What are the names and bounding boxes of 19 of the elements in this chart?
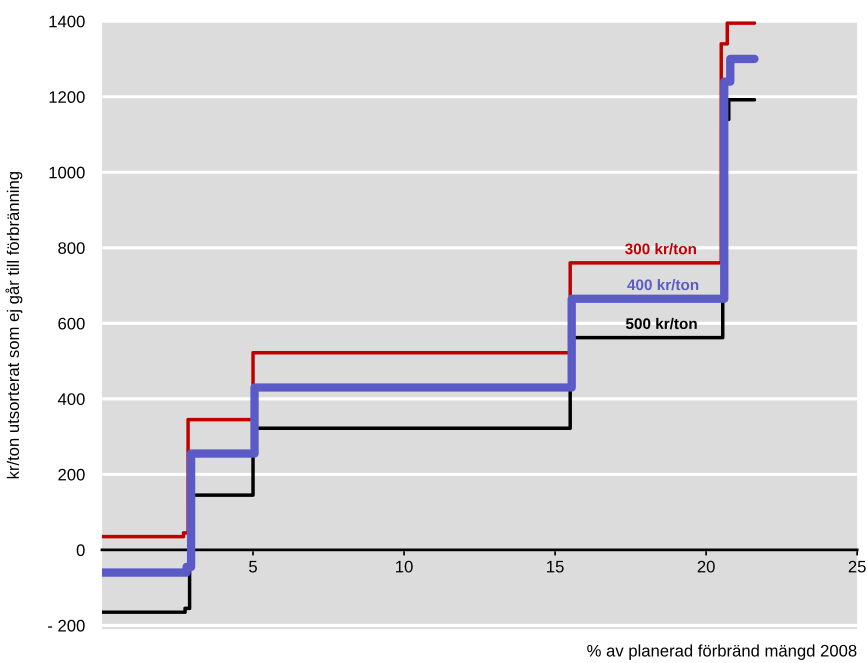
y-axis-title: kr/ton utsorterat som ej går till förbränning <box>5 172 22 478</box>
series-label: 500 kr/ton <box>626 318 697 330</box>
y-tick-label: 0 <box>76 544 85 556</box>
y-tick-label: 800 <box>58 242 85 254</box>
y-tick-label: 1000 <box>50 166 85 178</box>
y-tick-label: 600 <box>58 318 85 330</box>
series-label: 400 kr/ton <box>627 278 698 290</box>
series-label: 300 kr/ton <box>625 243 696 254</box>
x-tick-label: 10 <box>396 560 413 573</box>
y-tick-label: 200 <box>58 468 85 481</box>
x-tick-label: 20 <box>698 560 715 573</box>
x-tick-label: 15 <box>547 560 564 573</box>
y-tick-label: 1200 <box>50 91 85 103</box>
y-tick-label: 1400 <box>50 16 85 28</box>
x-tick-label: 25 <box>848 560 866 573</box>
y-tick-label: - 200 <box>48 620 85 632</box>
y-tick-label: 400 <box>58 393 85 406</box>
x-axis-title: % av planerad förbränd mängd 2008 <box>587 644 856 660</box>
x-tick-label: 5 <box>249 560 257 573</box>
